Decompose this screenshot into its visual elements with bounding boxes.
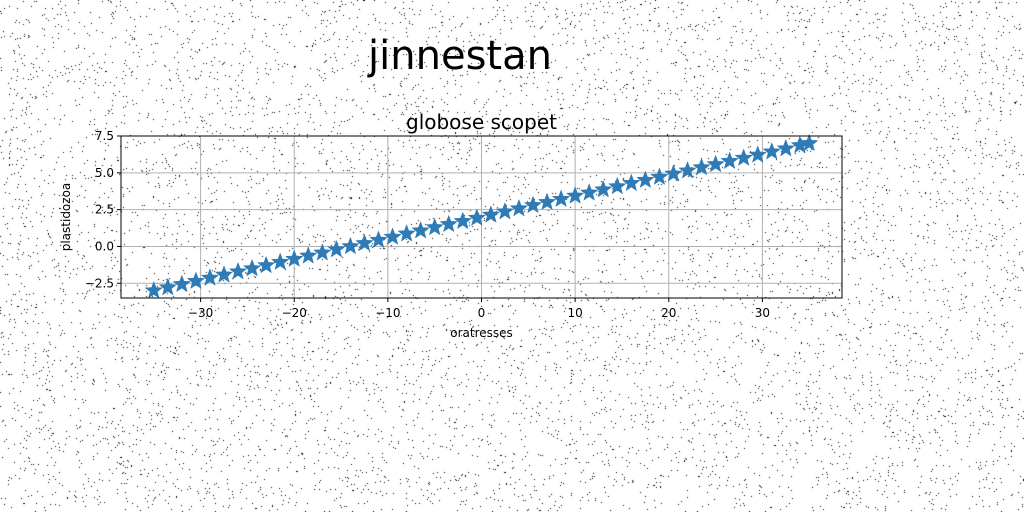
y-tick-label: 5.0: [95, 166, 114, 180]
data-point-star: [397, 224, 416, 242]
data-point-star: [509, 198, 529, 217]
data-point-star: [284, 249, 304, 267]
y-tick-label: 0.0: [95, 239, 114, 253]
y-tick-label: 2.5: [95, 203, 114, 217]
data-point-star: [664, 164, 683, 182]
data-point-star: [158, 277, 178, 296]
data-point-star: [551, 189, 571, 208]
data-point-star: [481, 205, 501, 223]
x-tick-label: 0: [478, 306, 486, 320]
chart-title: globose scopet: [406, 110, 557, 134]
data-point-star: [200, 268, 220, 286]
data-point-star: [144, 280, 164, 299]
data-point-star: [355, 233, 374, 252]
data-point-star: [537, 192, 557, 211]
data-point-star: [734, 148, 753, 166]
data-point-star: [523, 195, 543, 214]
data-series: [144, 133, 819, 299]
data-point-star: [228, 261, 248, 280]
data-point-star: [425, 217, 444, 236]
data-point-star: [214, 265, 234, 283]
data-point-star: [327, 239, 346, 258]
data-point-star: [172, 274, 192, 293]
data-point-star: [650, 167, 669, 185]
data-point-star: [453, 211, 473, 230]
x-tick-label: −10: [375, 306, 400, 320]
x-tick-label: 10: [567, 306, 582, 320]
data-point-star: [495, 201, 515, 220]
data-point-star: [608, 176, 627, 195]
data-point-star: [256, 255, 276, 274]
data-point-star: [776, 138, 796, 157]
data-point-star: [678, 161, 697, 179]
data-point-star: [593, 179, 613, 198]
x-tick-label: −20: [282, 306, 307, 320]
data-point-star: [186, 271, 206, 290]
data-point-star: [579, 183, 599, 201]
data-point-star: [720, 151, 739, 170]
data-point-star: [242, 258, 262, 277]
data-point-star: [748, 145, 767, 163]
data-point-star: [411, 220, 430, 239]
data-point-star: [299, 246, 318, 264]
data-point-star: [636, 170, 655, 189]
axis-ticks: −30 −20 −10 0 10 20 30 −2.5 0.0 2.5 5.0 7.5: [85, 129, 770, 320]
data-point-star: [692, 157, 711, 176]
y-tick-label: −2.5: [85, 276, 114, 290]
x-tick-label: 30: [755, 306, 770, 320]
data-point-star: [439, 214, 458, 233]
data-point-star: [313, 243, 332, 261]
data-point-star: [565, 186, 585, 204]
figure-title: jinnestan: [368, 33, 552, 79]
data-point-star: [799, 133, 819, 152]
y-axis-label: plastidozoa: [59, 183, 73, 252]
data-point-star: [762, 142, 782, 160]
x-tick-label: −30: [188, 306, 213, 320]
data-point-star: [341, 236, 360, 255]
x-axis-label: oratresses: [450, 326, 513, 340]
data-point-star: [467, 208, 487, 226]
x-tick-label: 20: [661, 306, 676, 320]
data-point-star: [622, 173, 641, 192]
data-point-star: [383, 227, 402, 245]
data-point-star: [270, 252, 290, 271]
data-point-star: [706, 154, 725, 173]
data-point-star: [369, 230, 388, 248]
y-tick-label: 7.5: [95, 129, 114, 143]
